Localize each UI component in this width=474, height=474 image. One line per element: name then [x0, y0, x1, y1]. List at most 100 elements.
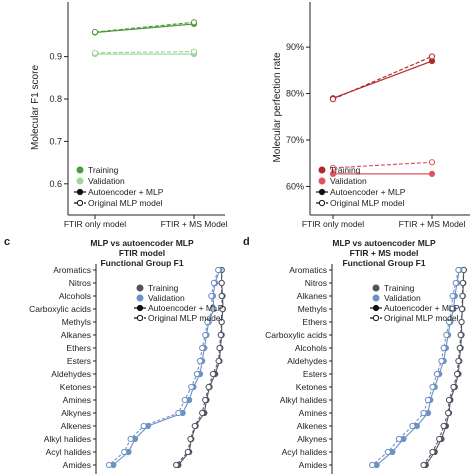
panel-d-data-point: [369, 461, 376, 469]
panel-b-legend-label-training: Training: [330, 165, 361, 175]
panel-c-legend-marker-original: [136, 314, 144, 322]
panel-b-data-point: [428, 170, 436, 177]
panel-c-data-point: [202, 396, 209, 404]
panel-c-legend-marker-validation: [136, 294, 144, 302]
panel-c-panel-letter: c: [4, 236, 10, 248]
panel-c-category-label: Ketones: [60, 382, 91, 392]
panel-d-data-point: [409, 422, 416, 430]
panel-c-data-point: [199, 409, 206, 417]
panel-c-data-point: [187, 435, 194, 443]
panel-d-data-point: [450, 383, 457, 391]
panel-c-category-label: Alkynes: [61, 408, 91, 418]
panel-c-category-label: Alkyl halides: [44, 434, 91, 444]
panel-d-category-label: Aromatics: [289, 265, 327, 275]
panel-d-legend-label-autoencoder: Autoencoder + MLP: [384, 303, 460, 313]
panel-d-data-point: [455, 357, 462, 365]
panel-d-category-label: Amides: [299, 460, 327, 470]
panel-d-data-point: [433, 370, 441, 378]
panel-c-data-point: [209, 305, 217, 313]
panel-b-legend-label-validation: Validation: [330, 176, 367, 186]
panel-c-series-line: [175, 270, 224, 466]
panel-c-data-point: [208, 292, 215, 300]
panel-c-data-point: [175, 409, 182, 417]
panel-c-category-label: Amines: [63, 395, 91, 405]
panel-c-data-point: [218, 318, 225, 326]
panel-b-x-tick-label: FTIR + MS Model: [399, 219, 466, 229]
panel-d-data-point: [384, 448, 391, 456]
panel-d-category-label: Amines: [299, 408, 327, 418]
panel-b-y-tick-label: 60%: [286, 181, 304, 191]
panel-c-data-point: [199, 344, 206, 352]
panel-d-data-point: [445, 318, 453, 326]
panel-d-data-point: [456, 344, 463, 352]
panel-d-series-line: [423, 269, 465, 466]
panel-d-category-label: Acyl halides: [282, 447, 327, 457]
panel-b-series-line: [332, 161, 433, 169]
panel-a-data-point: [91, 28, 99, 36]
panel-c-category-label: Carboxylic acids: [29, 304, 91, 314]
panel-d-data-point: [395, 435, 403, 443]
panel-c-category-label: Aromatics: [53, 265, 91, 275]
panel-c-data-point: [202, 331, 209, 339]
panel-d-category-label: Aldehydes: [287, 356, 327, 366]
panel-c-legend-label-original: Original MLP model: [148, 313, 223, 323]
panel-b-legend-marker-validation: [318, 177, 326, 185]
panel-a-x-tick-label: FTIR + MS Model: [161, 219, 228, 229]
panel-c-title-line: MLP vs autoencoder MLP: [90, 238, 194, 248]
panel-d-data-point: [420, 461, 427, 469]
panel-d-title-line: MLP vs autoencoder MLP: [332, 238, 436, 248]
panel-d-category-label: Alkenes: [297, 421, 327, 431]
panel-a-y-axis-label: Molecular F1 score: [30, 65, 41, 150]
panel-a-legend-marker-validation: [76, 177, 84, 185]
panel-b-data-point: [428, 159, 436, 166]
panel-a-y-tick-label: 0.8: [49, 94, 62, 104]
panel-d-data-point: [459, 292, 466, 300]
panel-d-data-point: [459, 279, 466, 287]
panel-d-category-label: Ethers: [302, 317, 327, 327]
panel-c-category-label: Alkenes: [61, 421, 91, 431]
panel-c-category-label: Esters: [67, 356, 91, 366]
panel-c-title-line: FTIR model: [119, 248, 165, 258]
panel-b-y-tick-label: 70%: [286, 135, 304, 145]
panel-d-data-point: [448, 305, 455, 313]
panel-c-data-point: [215, 357, 222, 365]
panel-b-legend-label-original: Original MLP model: [330, 198, 405, 208]
panel-d-legend-label-training: Training: [384, 283, 415, 293]
panel-d-data-point: [458, 305, 466, 313]
panel-c-category-label: Amides: [63, 460, 91, 470]
panel-a-series-line: [94, 23, 195, 34]
panel-c-category-label: Acyl halides: [46, 447, 91, 457]
panel-c-data-point: [181, 396, 188, 404]
panel-d-legend-marker-autoencoder: [372, 304, 380, 312]
panel-d-panel-letter: d: [243, 236, 250, 248]
panel-d-category-label: Esters: [303, 369, 327, 379]
panel-d-legend-marker-original: [372, 314, 380, 322]
panel-b-legend-label-autoencoder: Autoencoder + MLP: [330, 187, 406, 197]
panel-a-legend-marker-training: [76, 166, 84, 174]
panel-d-category-label: Alcohols: [295, 343, 327, 353]
panel-a-data-point: [190, 19, 198, 26]
panel-d-series-line: [376, 269, 460, 466]
panel-d-data-point: [453, 370, 461, 378]
panel-d-category-label: Alkynes: [297, 434, 327, 444]
panel-c-category-label: Alkanes: [61, 330, 91, 340]
panel-c-category-label: Alcohols: [59, 291, 91, 301]
panel-b-series-line: [332, 60, 433, 99]
panel-a-series-line: [94, 21, 195, 33]
panel-d-data-point: [455, 266, 462, 274]
panel-a-y-tick-label: 0.7: [49, 136, 62, 146]
panel-c-title-line: Functional Group F1: [100, 258, 183, 268]
panel-d-data-point: [440, 422, 447, 430]
panel-c-category-label: Ethers: [66, 343, 91, 353]
panel-b-x-tick-label: FTIR only model: [302, 219, 364, 229]
panel-c-category-label: Aldehydes: [51, 369, 91, 379]
panel-c-data-point: [218, 279, 225, 287]
panel-a-legend-label-autoencoder: Autoencoder + MLP: [88, 187, 164, 197]
panel-b-legend-marker-autoencoder: [318, 188, 326, 196]
panel-c-data-point: [193, 370, 201, 378]
panel-b-panel: 90% 80% 70% 60% FTIR only model FTIR + MS Mod…: [272, 2, 470, 229]
panel-c-series-line: [177, 270, 224, 466]
panel-c-data-point: [140, 422, 147, 430]
